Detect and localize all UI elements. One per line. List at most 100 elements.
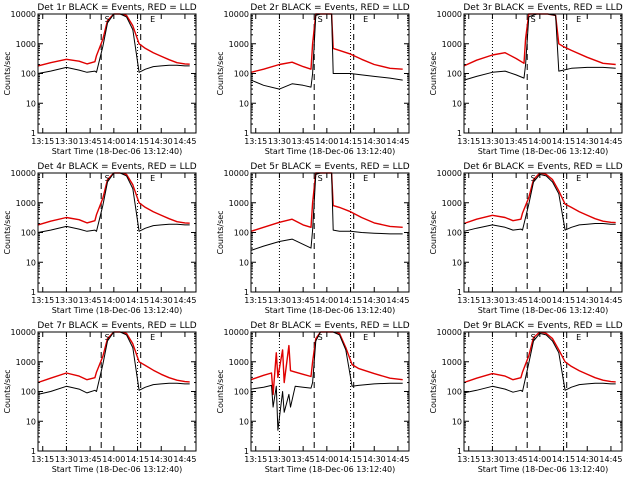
x-tick-label: 14:00: [315, 296, 338, 305]
y-tick-label: 10: [239, 417, 249, 426]
y-tick-label: 1: [31, 447, 36, 456]
y-tick-label: 10000: [224, 169, 249, 178]
start-marker: S: [318, 333, 323, 342]
x-tick-label: 14:15: [552, 296, 575, 305]
start-marker: S: [105, 174, 110, 183]
y-tick-label: 10: [452, 99, 462, 108]
events-series-line: [463, 13, 616, 81]
y-tick-label: 10: [26, 258, 36, 267]
detector-panel: Det 7r BLACK = Events, RED = LLD 1 10 100 10…: [3, 321, 197, 474]
y-tick-label: 100: [234, 388, 249, 397]
x-axis-label: Start Time (18-Dec-06 13:12:40): [52, 465, 183, 474]
x-tick-label: 14:00: [315, 137, 338, 146]
y-tick-label: 10000: [437, 10, 462, 19]
panel-title: Det 1r BLACK = Events, RED = LLD: [37, 3, 196, 13]
lld-series-line: [37, 13, 190, 67]
y-tick-label: 100: [447, 70, 462, 79]
detector-panel: Det 1r BLACK = Events, RED = LLD 1 10 100 10…: [3, 3, 197, 156]
y-tick-label: 10000: [224, 328, 249, 337]
y-tick-label: 10000: [11, 328, 36, 337]
x-tick-label: 13:30: [55, 137, 78, 146]
x-tick-label: 14:15: [339, 455, 362, 464]
plot-frame: [250, 172, 410, 293]
x-tick-label: 13:15: [244, 137, 267, 146]
x-tick-label: 14:00: [315, 455, 338, 464]
x-tick-label: 13:45: [505, 455, 528, 464]
y-tick-label: 100: [447, 229, 462, 238]
y-tick-label: 10000: [11, 169, 36, 178]
x-tick-label: 14:30: [363, 137, 386, 146]
x-tick-label: 13:15: [457, 296, 480, 305]
end-marker: E: [363, 333, 368, 342]
x-axis-label: Start Time (18-Dec-06 13:12:40): [52, 306, 183, 315]
events-series-line: [37, 13, 190, 74]
end-marker: E: [150, 174, 155, 183]
x-tick-label: 13:30: [481, 137, 504, 146]
panel-title: Det 7r BLACK = Events, RED = LLD: [37, 321, 196, 331]
x-axis-label: Start Time (18-Dec-06 13:12:40): [265, 147, 396, 156]
y-tick-label: 1: [31, 288, 36, 297]
x-tick-label: 14:30: [363, 296, 386, 305]
y-tick-label: 10: [452, 258, 462, 267]
y-tick-label: 1000: [442, 358, 462, 367]
plot-frame: [37, 172, 197, 293]
x-tick-label: 13:15: [457, 455, 480, 464]
y-axis-label: Counts/sec: [216, 51, 225, 95]
x-tick-label: 13:45: [292, 137, 315, 146]
plot-frame: [463, 331, 623, 452]
events-series-line: [37, 172, 190, 233]
x-tick-label: 14:00: [102, 455, 125, 464]
x-tick-label: 14:45: [599, 137, 622, 146]
panel-title: Det 2r BLACK = Events, RED = LLD: [250, 3, 409, 13]
x-axis-label: Start Time (18-Dec-06 13:12:40): [478, 306, 609, 315]
lld-series-line: [250, 13, 403, 73]
y-tick-label: 1: [31, 129, 36, 138]
end-marker: E: [576, 15, 581, 24]
y-tick-label: 1: [244, 447, 249, 456]
x-tick-label: 14:15: [126, 455, 149, 464]
detector-panel: Det 9r BLACK = Events, RED = LLD 1 10 100 10…: [429, 321, 623, 474]
plot-frame: [37, 13, 197, 134]
y-tick-label: 100: [21, 229, 36, 238]
events-series-line: [463, 332, 616, 394]
panel-title: Det 6r BLACK = Events, RED = LLD: [463, 162, 622, 172]
end-marker: E: [150, 15, 155, 24]
x-tick-label: 13:45: [505, 296, 528, 305]
x-tick-label: 14:00: [102, 137, 125, 146]
y-tick-label: 1: [244, 288, 249, 297]
x-tick-label: 13:15: [31, 296, 54, 305]
start-marker: S: [531, 174, 536, 183]
y-tick-label: 1000: [442, 199, 462, 208]
y-tick-label: 10: [26, 99, 36, 108]
x-tick-label: 14:30: [150, 137, 173, 146]
detector-panel: Det 2r BLACK = Events, RED = LLD 1 10 100 10…: [216, 3, 410, 156]
panel-title: Det 4r BLACK = Events, RED = LLD: [37, 162, 196, 172]
x-tick-label: 14:15: [126, 137, 149, 146]
x-tick-label: 14:15: [552, 137, 575, 146]
panel-title: Det 5r BLACK = Events, RED = LLD: [250, 162, 409, 172]
detector-panel: Det 8r BLACK = Events, RED = LLD 1 10 100 10…: [216, 321, 410, 474]
end-marker: E: [150, 333, 155, 342]
x-tick-label: 14:30: [150, 296, 173, 305]
events-series-line: [463, 173, 616, 232]
y-tick-label: 10000: [437, 328, 462, 337]
start-marker: S: [531, 15, 536, 24]
x-axis-label: Start Time (18-Dec-06 13:12:40): [265, 306, 396, 315]
x-tick-label: 13:30: [268, 137, 291, 146]
x-tick-label: 14:45: [173, 137, 196, 146]
events-series-line: [250, 172, 403, 251]
y-tick-label: 1000: [229, 40, 249, 49]
x-tick-label: 14:00: [102, 296, 125, 305]
x-axis-label: Start Time (18-Dec-06 13:12:40): [478, 147, 609, 156]
panel-title: Det 8r BLACK = Events, RED = LLD: [250, 321, 409, 331]
x-axis-label: Start Time (18-Dec-06 13:12:40): [478, 465, 609, 474]
events-series-line: [250, 331, 403, 431]
events-series-line: [37, 331, 190, 395]
x-tick-label: 13:30: [55, 296, 78, 305]
x-tick-label: 13:45: [79, 137, 102, 146]
x-tick-label: 14:30: [576, 455, 599, 464]
x-tick-label: 14:45: [599, 296, 622, 305]
panel-title: Det 9r BLACK = Events, RED = LLD: [463, 321, 622, 331]
x-tick-label: 13:45: [79, 455, 102, 464]
start-marker: S: [531, 333, 536, 342]
